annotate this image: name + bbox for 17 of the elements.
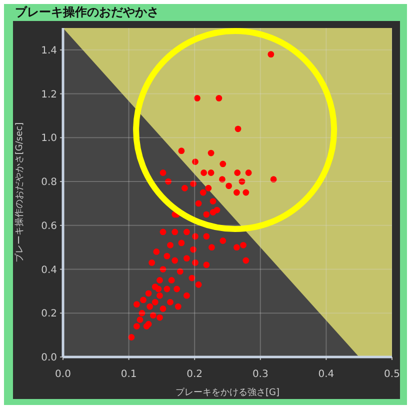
x-tick-label: 0.4 xyxy=(318,369,334,380)
y-tick-label: 1.4 xyxy=(41,45,57,56)
y-tick-label: 0.8 xyxy=(41,177,57,188)
y-tick-label: 0.2 xyxy=(41,308,57,320)
x-tick-label: 0.5 xyxy=(384,369,400,380)
y-tick-label: 1.2 xyxy=(41,89,57,100)
y-tick-label: 0.4 xyxy=(41,264,57,276)
y-tick-label: 0.0 xyxy=(41,352,57,364)
x-tick-label: 0.3 xyxy=(252,369,268,380)
y-axis-title: ブレーキ操作のおだやかさ[G/sec] xyxy=(14,122,25,263)
chart-title: ブレーキ操作のおだやかさ xyxy=(15,5,159,19)
x-tick-label: 0.2 xyxy=(186,369,203,380)
x-tick-label: 0.0 xyxy=(55,369,71,380)
x-tick-label: 0.1 xyxy=(120,369,137,380)
y-tick-label: 1.0 xyxy=(41,133,57,144)
y-tick-label: 0.6 xyxy=(41,220,57,232)
x-axis-title: ブレーキをかける強さ[G] xyxy=(176,387,280,398)
